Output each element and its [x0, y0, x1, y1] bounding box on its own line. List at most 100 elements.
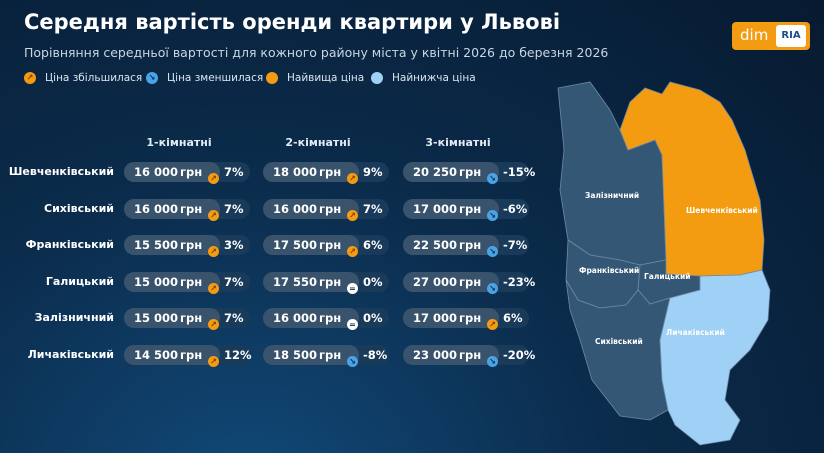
price-value: 16 000 [134, 165, 179, 179]
change-value: 9% [363, 165, 383, 179]
price-value: 17 000 [413, 202, 458, 216]
no-change-icon: = [347, 312, 358, 331]
change-value: -23% [503, 275, 536, 289]
currency-label: грн [180, 348, 203, 362]
price-value: 22 500 [413, 238, 458, 252]
price-cell: 17 000 грн ↗ 6% [403, 308, 529, 330]
arrow-up-icon: ↗ [347, 203, 358, 222]
column-header-3: 3-кімнатні [425, 136, 491, 149]
price-cell: 16 000 грн = 0% [263, 308, 389, 331]
change-value: 3% [224, 238, 244, 252]
price-cell: 22 500 грн ↘ -7% [403, 235, 529, 258]
currency-label: грн [459, 311, 482, 325]
price-value: 17 000 [413, 311, 458, 325]
logo-dim-text: dim [740, 26, 769, 44]
arrow-down-icon: ↘ [487, 203, 498, 222]
legend-increase-label: Ціна збільшилася [45, 72, 143, 84]
district-label: Сихівський [44, 202, 114, 215]
currency-label: грн [319, 348, 342, 362]
price-cell: 16 000 грн ↗ 7% [263, 199, 389, 222]
price-cell: 16 000 грн ↗ 7% [124, 199, 250, 222]
price-cell: 18 000 грн ↗ 9% [263, 162, 389, 185]
legend-decrease: ↘ Ціна зменшилася [146, 72, 263, 84]
price-pill-bg [403, 345, 499, 365]
map-label-shevchenkivskyi: Шевченківський [686, 206, 758, 215]
column-header-1: 1-кімнатні [146, 136, 212, 149]
price-value: 23 000 [413, 348, 458, 362]
change-value: 12% [224, 348, 252, 362]
no-change-icon: = [347, 276, 358, 295]
currency-label: грн [319, 165, 342, 179]
currency-label: грн [180, 165, 203, 179]
map-district-shevchenkivskyi [619, 81, 765, 277]
currency-label: грн [180, 275, 203, 289]
price-value: 15 500 [134, 238, 179, 252]
district-label: Залізничний [34, 311, 114, 324]
arrow-up-icon: ↗ [347, 166, 358, 185]
price-pill-bg [263, 199, 359, 219]
change-value: 6% [363, 238, 383, 252]
price-pill-bg [263, 235, 359, 255]
district-label: Галицький [45, 275, 114, 288]
legend-lowest: Найнижча ціна [371, 72, 476, 84]
arrow-up-icon: ↗ [347, 239, 358, 258]
arrow-down-icon: ↘ [487, 239, 498, 258]
currency-label: грн [180, 202, 203, 216]
price-value: 15 000 [134, 275, 179, 289]
price-pill-bg [403, 308, 499, 328]
price-pill-bg [263, 272, 359, 292]
price-pill-bg [124, 235, 220, 255]
map-label-zaliznychnyi: Залізничний [585, 191, 639, 200]
currency-label: грн [319, 238, 342, 252]
price-cell: 17 500 грн ↗ 6% [263, 235, 389, 258]
price-pill-bg [263, 345, 359, 365]
price-pill-bg [263, 308, 359, 328]
currency-label: грн [459, 202, 482, 216]
price-value: 16 000 [273, 311, 318, 325]
price-cell: 15 000 грн ↗ 7% [124, 308, 250, 330]
price-pill-bg [124, 308, 220, 328]
price-pill-bg [403, 162, 499, 182]
arrow-up-icon: ↗ [208, 203, 219, 222]
price-pill-bg [124, 162, 220, 182]
change-value: -8% [363, 348, 388, 362]
price-value: 18 500 [273, 348, 318, 362]
price-pill-bg [124, 199, 220, 219]
change-value: -7% [503, 238, 528, 252]
currency-label: грн [459, 348, 482, 362]
logo-ria-text: RIA [776, 25, 806, 47]
price-value: 27 000 [413, 275, 458, 289]
arrow-down-icon: ↘ [487, 276, 498, 295]
arrow-up-icon: ↗ [208, 166, 219, 185]
page-subtitle: Порівняння середньої вартості для кожног… [24, 45, 609, 60]
arrow-up-icon: ↗ [24, 72, 36, 84]
change-value: -15% [503, 165, 536, 179]
lviv-district-map: Залізничний Шевченківський Франківський … [557, 81, 771, 446]
price-cell: 17 000 грн ↘ -6% [403, 199, 529, 222]
change-value: 7% [224, 311, 244, 325]
price-pill-bg [263, 162, 359, 182]
map-label-sykhivskyi: Сихівський [595, 337, 643, 346]
change-value: 7% [224, 165, 244, 179]
map-district-lychakivskyi [659, 269, 771, 446]
currency-label: грн [459, 238, 482, 252]
change-value: 6% [503, 311, 523, 325]
price-value: 15 000 [134, 311, 179, 325]
arrow-up-icon: ↗ [208, 349, 219, 368]
page-title: Середня вартість оренди квартири у Львов… [24, 10, 561, 34]
map-label-frankivskyi: Франківський [579, 266, 639, 275]
highest-dot-icon [266, 72, 278, 84]
price-cell: 15 000 грн ↗ 7% [124, 272, 250, 294]
currency-label: грн [459, 165, 482, 179]
change-value: 7% [224, 275, 244, 289]
price-pill-bg [124, 345, 220, 365]
price-pill-bg [124, 272, 220, 292]
currency-label: грн [180, 311, 203, 325]
arrow-down-icon: ↘ [347, 349, 358, 368]
price-cell: 17 550 грн = 0% [263, 272, 389, 295]
currency-label: грн [319, 202, 342, 216]
arrow-down-icon: ↘ [487, 349, 498, 368]
dimria-logo[interactable]: dim RIA [732, 22, 810, 50]
price-cell: 15 500 грн ↗ 3% [124, 235, 250, 257]
arrow-down-icon: ↘ [146, 72, 158, 84]
